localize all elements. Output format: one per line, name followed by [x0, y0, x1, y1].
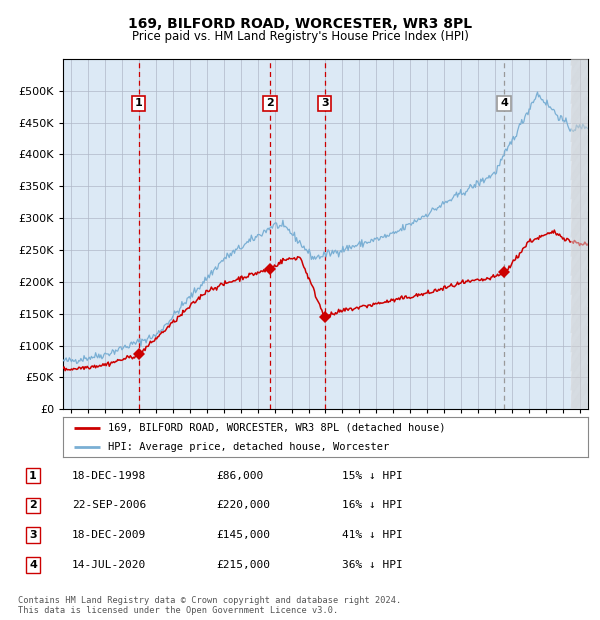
Text: 18-DEC-2009: 18-DEC-2009 [72, 530, 146, 540]
Text: 3: 3 [321, 99, 329, 108]
Text: 1: 1 [29, 471, 37, 480]
Text: 36% ↓ HPI: 36% ↓ HPI [342, 560, 403, 570]
Text: 3: 3 [29, 530, 37, 540]
Text: Price paid vs. HM Land Registry's House Price Index (HPI): Price paid vs. HM Land Registry's House … [131, 30, 469, 43]
Text: £86,000: £86,000 [216, 471, 263, 480]
Text: 169, BILFORD ROAD, WORCESTER, WR3 8PL (detached house): 169, BILFORD ROAD, WORCESTER, WR3 8PL (d… [107, 423, 445, 433]
Text: 22-SEP-2006: 22-SEP-2006 [72, 500, 146, 510]
Text: 4: 4 [500, 99, 508, 108]
Polygon shape [571, 59, 588, 409]
Text: 16% ↓ HPI: 16% ↓ HPI [342, 500, 403, 510]
Text: £215,000: £215,000 [216, 560, 270, 570]
Text: 41% ↓ HPI: 41% ↓ HPI [342, 530, 403, 540]
Text: 1: 1 [134, 99, 142, 108]
Text: £220,000: £220,000 [216, 500, 270, 510]
Text: 18-DEC-1998: 18-DEC-1998 [72, 471, 146, 480]
Text: £145,000: £145,000 [216, 530, 270, 540]
Text: HPI: Average price, detached house, Worcester: HPI: Average price, detached house, Worc… [107, 442, 389, 452]
Text: 4: 4 [29, 560, 37, 570]
Text: 169, BILFORD ROAD, WORCESTER, WR3 8PL: 169, BILFORD ROAD, WORCESTER, WR3 8PL [128, 17, 472, 32]
Text: 2: 2 [266, 99, 274, 108]
Text: 2: 2 [29, 500, 37, 510]
Text: Contains HM Land Registry data © Crown copyright and database right 2024.
This d: Contains HM Land Registry data © Crown c… [18, 596, 401, 615]
Text: 15% ↓ HPI: 15% ↓ HPI [342, 471, 403, 480]
Text: 14-JUL-2020: 14-JUL-2020 [72, 560, 146, 570]
